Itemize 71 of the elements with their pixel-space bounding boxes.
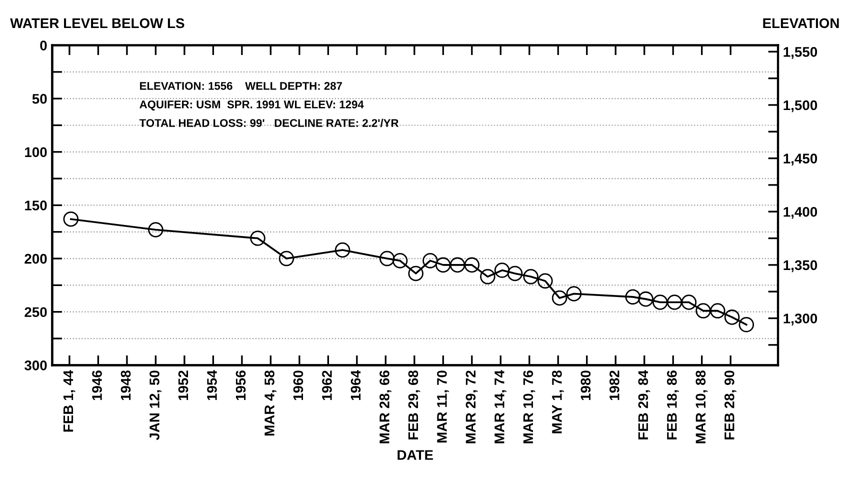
x-tick-label: FEB 18, 86 [666,370,679,440]
x-tick-label: 1952 [178,370,188,400]
y-tick-label: 300 [24,360,47,370]
point [566,286,582,302]
x-tick-label: FEB 28, 90 [724,370,736,440]
y2-tick-label: 1,500 [784,100,818,112]
point [494,262,510,278]
x-tick-label: 1962 [322,370,332,400]
x-tick-label: MAR 4, 58 [264,370,276,436]
y-axis-title: WATER LEVEL BELOW LS [10,18,184,28]
point [738,317,754,332]
y2-tick-label: 1,550 [784,47,818,59]
point [638,291,654,307]
point [450,257,466,273]
x-axis-title: DATE [398,450,433,460]
point [523,269,538,284]
x-tick-label: 1956 [236,370,246,400]
x-tick-label: FEB 29, 84 [638,370,650,440]
point [666,294,682,310]
x-tick-label: 1948 [120,370,131,400]
y2-axis-title: ELEVATION [763,18,839,28]
x-tick-label: 1982 [609,370,620,400]
point [696,303,711,318]
y2-tick-label: 1,450 [784,154,818,166]
x-tick-label: MAR 10, 88 [696,370,708,444]
x-tick-label: JAN 12, 50 [150,370,162,440]
point [552,290,568,306]
x-tick-label: 1954 [207,370,217,400]
x-tick-label: MAR 10, 76 [523,370,536,444]
point [480,269,496,284]
point [710,303,726,318]
x-tick-label: MAR 11, 70 [437,370,449,442]
y-tick-label: 50 [32,94,47,104]
annotation: TOTAL HEAD LOSS: 99' DECLINE RATE: 2.2'/YR [139,118,399,128]
y2-tick-label: 1,400 [784,206,818,219]
annotation: ELEVATION: 1556 WELL DEPTH: 287 [140,82,342,90]
x-tick-label: 1960 [293,370,304,400]
point [507,266,523,282]
point [63,211,79,227]
y-tick-label: 250 [24,307,47,318]
point [625,289,640,305]
y-tick-label: 200 [24,254,47,264]
point [681,294,697,310]
x-tick-label: MAR 14, 74 [494,370,506,444]
x-tick-label: 1946 [92,370,102,400]
point [379,250,395,266]
x-tick-label: 1964 [350,370,361,400]
y2-tick-label: 1,300 [784,314,818,326]
y-tick-label: 0 [40,40,47,50]
point [422,253,438,268]
y2-tick-label: 1,350 [784,260,818,272]
point [392,253,408,268]
x-tick-label: FEB 1, 44 [63,370,76,432]
point [724,310,740,325]
x-tick-label: MAY 1, 78 [552,370,564,434]
point [435,257,451,273]
annotation: AQUIFER: USM SPR. 1991 WL ELEV: 1294 [140,100,364,110]
y-tick-label: 100 [25,147,47,158]
point [334,242,350,258]
x-tick-label: MAR 28, 66 [380,370,392,444]
point [250,230,266,246]
x-tick-label: 1980 [580,370,591,400]
point [278,250,294,266]
point [464,257,480,273]
x-tick-label: MAR 29, 72 [466,370,478,444]
point [652,294,668,310]
point [538,273,553,289]
x-tick-label: FEB 29, 68 [408,370,420,440]
y-tick-label: 150 [25,200,47,210]
point [408,266,424,282]
point [148,222,164,238]
